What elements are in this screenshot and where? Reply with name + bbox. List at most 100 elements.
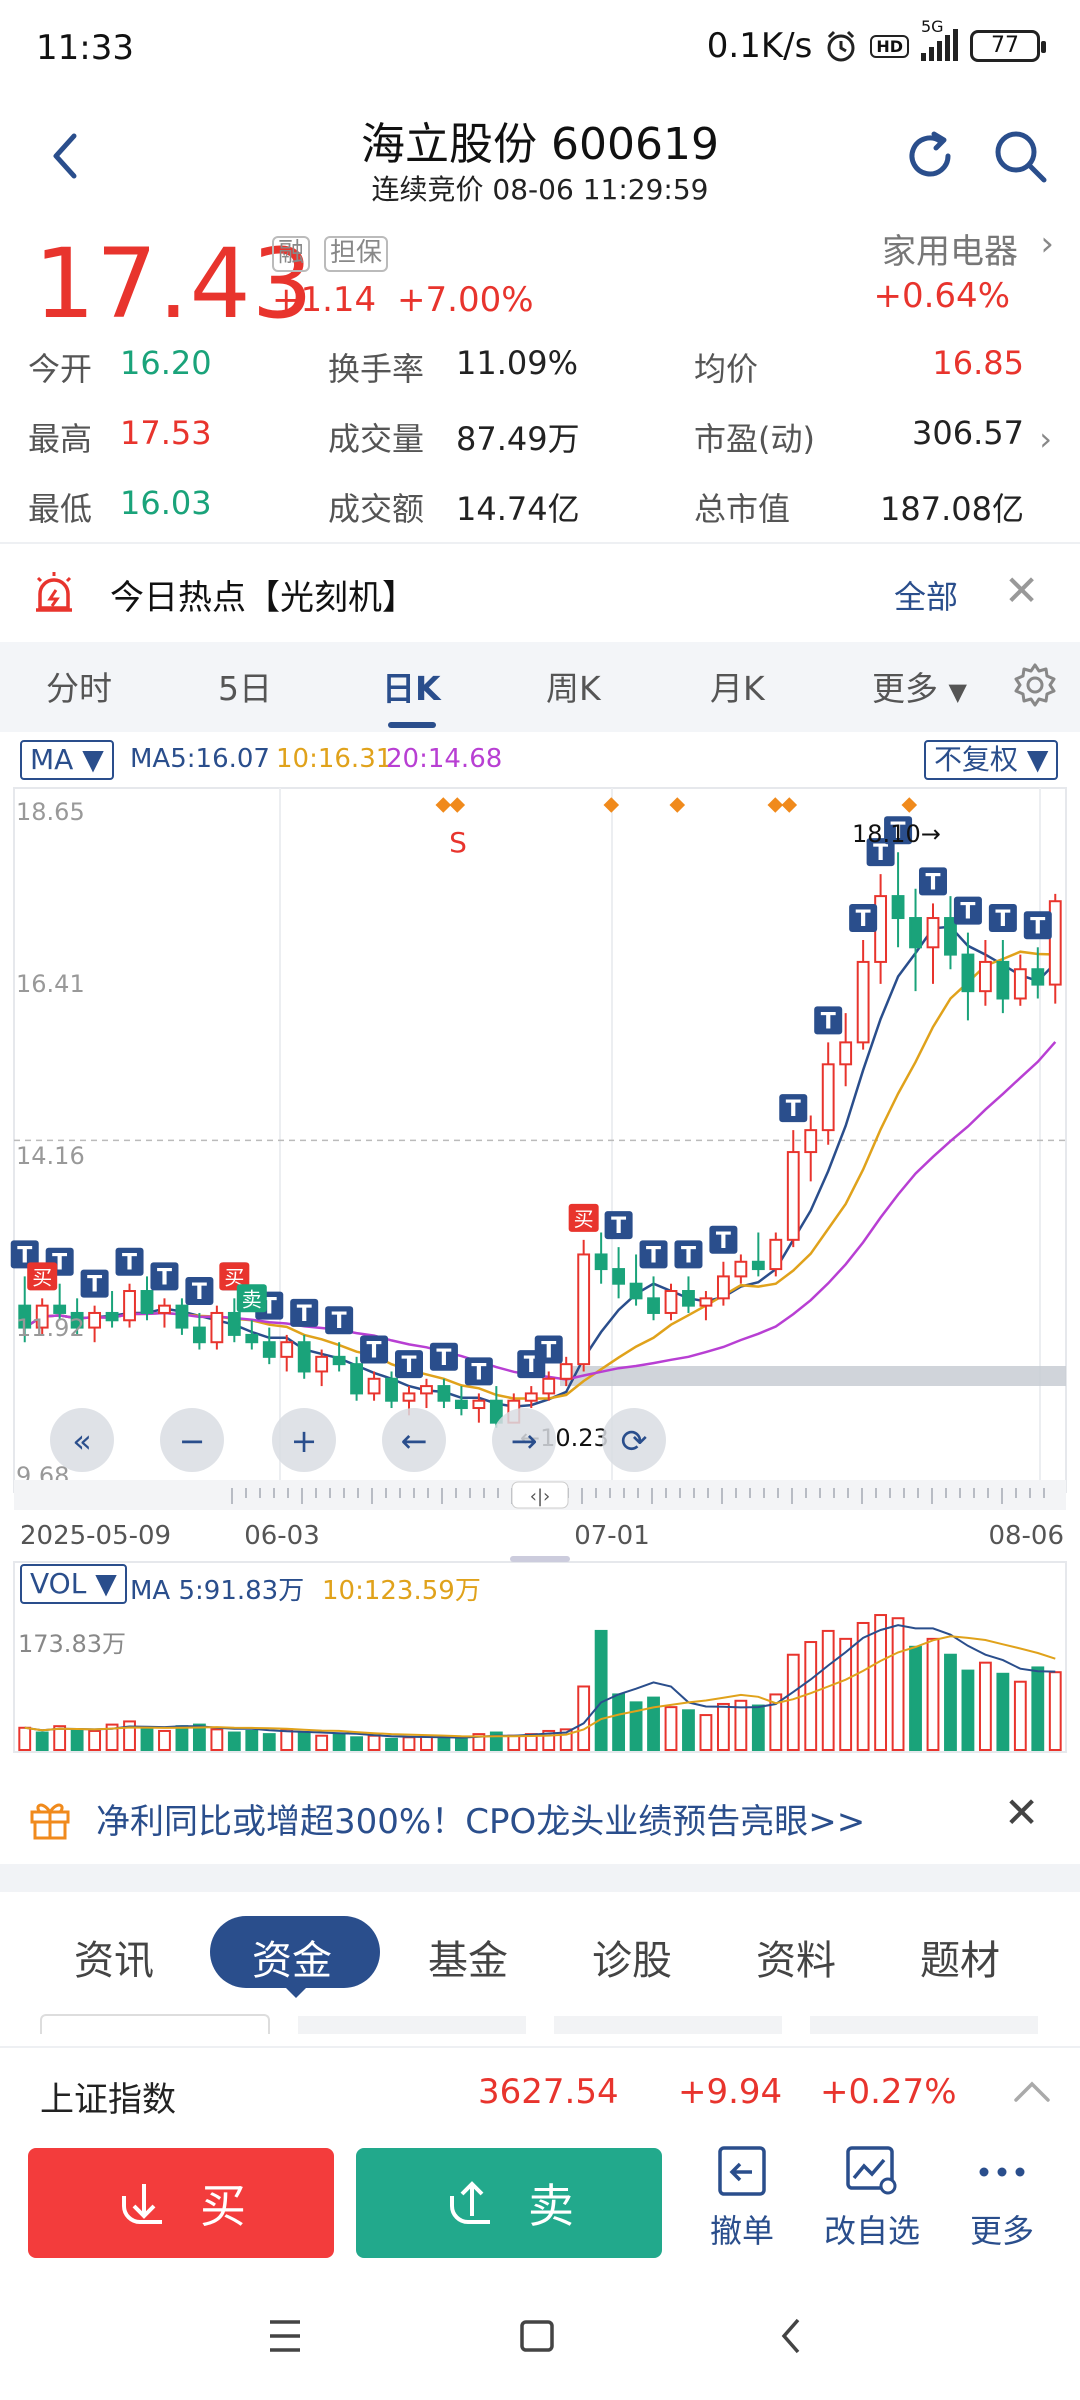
back-icon[interactable] [781, 2318, 800, 2354]
signal-type: 5G [921, 17, 944, 36]
subtab-fund[interactable]: 基金 [428, 1938, 508, 1984]
tab-intraday[interactable]: 分时 [46, 669, 112, 708]
adjust-select[interactable]: 不复权 ▼ [924, 740, 1059, 780]
stat-volume: 87.49万 [456, 420, 580, 458]
volume-bar [769, 1693, 783, 1752]
buy-button[interactable]: 买 [28, 2148, 334, 2258]
sector-name[interactable]: 家用电器 [882, 232, 1018, 272]
volume-bar [839, 1637, 853, 1751]
volume-bar [262, 1733, 276, 1752]
sub-tab-content-stub [298, 2016, 526, 2034]
volume-bar [280, 1728, 294, 1752]
search-icon[interactable] [990, 126, 1050, 186]
price-change-value: +1.14 [272, 280, 377, 320]
volume-bar [472, 1733, 486, 1752]
hotspot-all-link[interactable]: 全部 [894, 578, 959, 616]
promo-text[interactable]: 净利同比或增超300%！CPO龙头业绩预告亮眼>> [96, 1802, 866, 1842]
stat-label-turnover: 换手率 [328, 350, 425, 388]
chevron-up-icon[interactable] [1010, 2072, 1054, 2112]
trade-marker-t [988, 903, 1017, 932]
stat-pe: 306.57 [912, 414, 1024, 452]
trade-marker-t-label: T [856, 907, 871, 932]
trade-marker-t-label: T [891, 819, 906, 844]
index-price: 3627.54 [478, 2072, 619, 2112]
trade-marker-t-label: T [192, 1280, 207, 1305]
trade-marker-t-label: T [646, 1243, 661, 1268]
volume-bar [385, 1737, 398, 1752]
menu-icon[interactable] [270, 2320, 300, 2352]
trade-marker-t-label: T [157, 1265, 172, 1290]
volume-bar [350, 1736, 364, 1751]
tab-5day[interactable]: 5日 [218, 669, 272, 708]
sell-label: 卖 [528, 2179, 574, 2233]
candle [647, 1297, 660, 1314]
chart-control-button[interactable]: ← [382, 1408, 446, 1472]
ma-select[interactable]: MA ▼ [20, 740, 114, 780]
candle [944, 917, 957, 956]
candle [769, 1238, 783, 1271]
gift-icon [30, 1803, 70, 1840]
trade-marker-t [429, 1342, 458, 1371]
tab-weekly-k[interactable]: 周K [546, 669, 601, 708]
trade-marker-t [325, 1306, 354, 1335]
chevron-right-icon[interactable]: › [1040, 224, 1054, 264]
tab-daily-k[interactable]: 日K [382, 669, 441, 708]
candle [856, 960, 870, 1044]
volume-bar [594, 1629, 608, 1751]
vol-select[interactable]: VOL ▼ [20, 1564, 127, 1604]
subtab-news[interactable]: 资讯 [74, 1938, 154, 1984]
subtab-funds[interactable]: 资金 [252, 1938, 332, 1984]
close-icon[interactable]: ✕ [1004, 566, 1040, 615]
subtab-profile[interactable]: 资料 [756, 1938, 836, 1984]
close-icon[interactable]: ✕ [1004, 1788, 1040, 1837]
candle [751, 1260, 765, 1271]
ma-lines [24, 925, 1057, 1408]
trade-marker-t [464, 1357, 493, 1386]
trade-marker-t-label: T [436, 1346, 451, 1371]
stats-expand-icon[interactable]: › [1039, 420, 1052, 458]
chart-control-button[interactable]: + [272, 1408, 336, 1472]
more-button[interactable]: 更多 [942, 2144, 1062, 2252]
volume-bar [123, 1720, 136, 1751]
chart-control-button[interactable]: « [50, 1408, 114, 1472]
trade-marker-t-label: T [716, 1229, 731, 1254]
gear-icon[interactable] [1010, 660, 1060, 710]
back-arrow-icon[interactable] [40, 126, 90, 186]
candle [524, 1392, 538, 1402]
subtab-themes[interactable]: 题材 [920, 1938, 1000, 1984]
hotspot-bar[interactable]: 今日热点【光刻机】 全部 ✕ [0, 548, 1080, 640]
tab-more[interactable]: 更多 ▼ [872, 662, 967, 710]
index-change: +9.94 [678, 2072, 783, 2112]
candle [839, 1041, 853, 1066]
y-tick-label: 16.41 [16, 970, 85, 998]
trade-marker-t-label: T [367, 1338, 382, 1363]
hotspot-text[interactable]: 今日热点【光刻机】 [110, 578, 416, 618]
refresh-icon[interactable] [900, 126, 960, 186]
volume-bar [926, 1637, 940, 1751]
volume-bar [804, 1641, 818, 1751]
chart-control-button[interactable]: → [492, 1408, 556, 1472]
tab-monthly-k[interactable]: 月K [710, 669, 765, 708]
volume-bar [1031, 1666, 1045, 1751]
status-bar: 11:33 0.1K/s HD 5G 77 [0, 0, 1080, 96]
ma20-line [24, 1041, 1057, 1381]
kline-chart[interactable]: TTTTTTTTTTTTTTTTTTTTTTTTTTTTT买买卖买 18.651… [0, 780, 1080, 1500]
index-name: 上证指数 [40, 2080, 176, 2120]
trade-marker-t [866, 838, 895, 867]
subtab-diagnosis[interactable]: 诊股 [592, 1938, 672, 1984]
price-change: +1.14 +7.00% [272, 280, 534, 320]
sector-change: +0.64% [873, 276, 1011, 316]
cancel-order-button[interactable]: 撤单 [682, 2144, 802, 2252]
chart-control-symbol: + [291, 1422, 318, 1460]
section-gap [0, 1864, 1080, 1892]
home-icon[interactable] [520, 2320, 554, 2352]
promo-banner[interactable]: 净利同比或增超300%！CPO龙头业绩预告亮眼>> ✕ [0, 1772, 1080, 1864]
index-bar[interactable]: 上证指数 3627.54 +9.94 +0.27% [0, 2046, 1080, 2136]
vol-max-label: 173.83万 [18, 1630, 126, 1658]
chart-control-button[interactable]: − [160, 1408, 224, 1472]
sell-button[interactable]: 卖 [356, 2148, 662, 2258]
candle [245, 1333, 259, 1344]
volume-chart[interactable] [0, 1560, 1080, 1760]
edit-watchlist-button[interactable]: 改自选 [812, 2144, 932, 2252]
chart-control-button[interactable]: ⟳ [602, 1408, 666, 1472]
